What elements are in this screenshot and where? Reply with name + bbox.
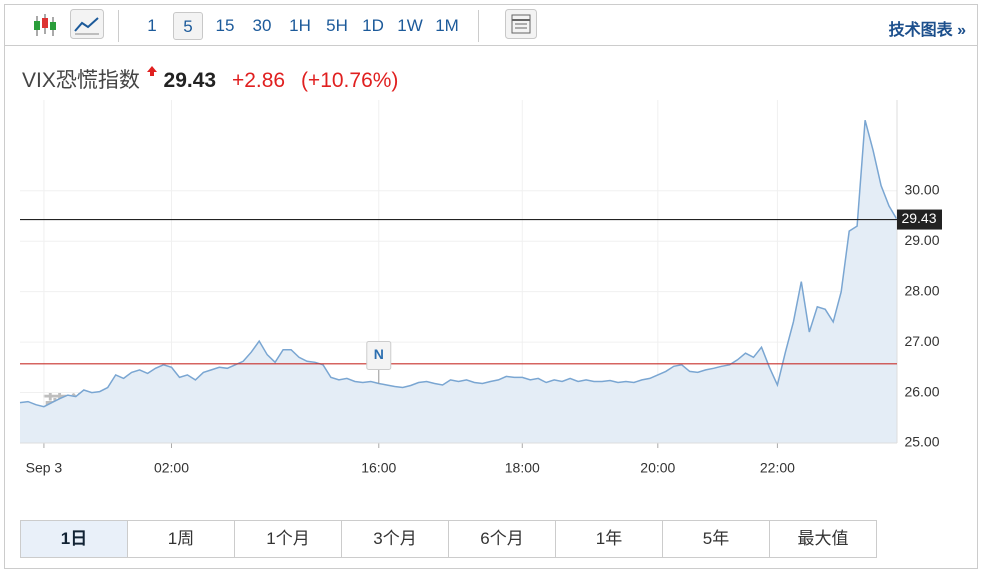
- range-tab[interactable]: 1日: [21, 521, 128, 557]
- interval-button[interactable]: 15: [215, 16, 235, 35]
- y-tick-label: 27.00: [904, 333, 939, 349]
- price: 29.43: [163, 69, 217, 92]
- line: [19, 120, 898, 408]
- index-name: VIX恐慌指数: [22, 69, 140, 92]
- candle-icon[interactable]: [32, 14, 58, 38]
- annotation-label: N: [374, 346, 384, 362]
- x-tick-label: 16:00: [361, 460, 396, 476]
- separator: [478, 10, 479, 42]
- y-tick-label: 25.00: [904, 434, 939, 450]
- range-tab[interactable]: 1个月: [235, 521, 342, 557]
- interval-button[interactable]: 1H: [289, 16, 311, 35]
- quote: VIX恐慌指数 29.43 +2.86 (+10.76%): [22, 64, 398, 94]
- interval-button[interactable]: 5H: [326, 16, 348, 35]
- last-price-tag: [897, 209, 942, 230]
- range-tab[interactable]: 6个月: [449, 521, 556, 557]
- y-tick-label: 26.00: [904, 383, 939, 399]
- table-icon[interactable]: [505, 9, 537, 39]
- x-tick-label: 22:00: [760, 460, 795, 476]
- range-tab[interactable]: 1年: [556, 521, 663, 557]
- change: +2.86: [231, 69, 286, 92]
- up-arrow: [146, 66, 157, 76]
- x-tick-label: 20:00: [640, 460, 675, 476]
- y-tick-label: 30.00: [904, 181, 939, 197]
- x-tick-label: Sep 3: [26, 460, 63, 476]
- chart: 英为财情Investing.com25.0026.0027.0028.0029.…: [19, 100, 942, 476]
- interval-button[interactable]: 5: [173, 12, 203, 40]
- area: [20, 120, 897, 443]
- x-tick-label: 18:00: [505, 460, 540, 476]
- annotation-flag: [366, 340, 392, 370]
- range-tab[interactable]: 最大值: [797, 529, 849, 548]
- range-tab[interactable]: 5年: [663, 521, 770, 557]
- y-tick-label: 28.00: [904, 282, 939, 298]
- range-tabs: 1日 1周 1个月 3个月 6个月 1年 5年 最大值: [20, 520, 877, 558]
- technical-chart-link[interactable]: 技术图表 »: [888, 22, 966, 39]
- frame: [4, 4, 978, 569]
- range-tab[interactable]: 3个月: [342, 521, 449, 557]
- interval-button[interactable]: 1: [147, 16, 157, 35]
- y-tick-label: 29.00: [904, 232, 939, 248]
- interval-button[interactable]: 1W: [397, 16, 423, 35]
- change-pct: (+10.76%): [300, 69, 399, 92]
- x-tick-label: 02:00: [154, 460, 189, 476]
- interval-button[interactable]: 30: [252, 16, 272, 35]
- range-tab[interactable]: 1周: [128, 521, 235, 557]
- line-icon[interactable]: [70, 9, 104, 39]
- interval-button[interactable]: 1M: [435, 16, 459, 35]
- separator: [118, 10, 119, 42]
- last-price-label: 29.43: [901, 210, 936, 226]
- toolbar: 技术图表 » 1 5 15 30 1H 5H 1D 1W 1M: [4, 4, 978, 46]
- interval-button[interactable]: 1D: [362, 16, 384, 35]
